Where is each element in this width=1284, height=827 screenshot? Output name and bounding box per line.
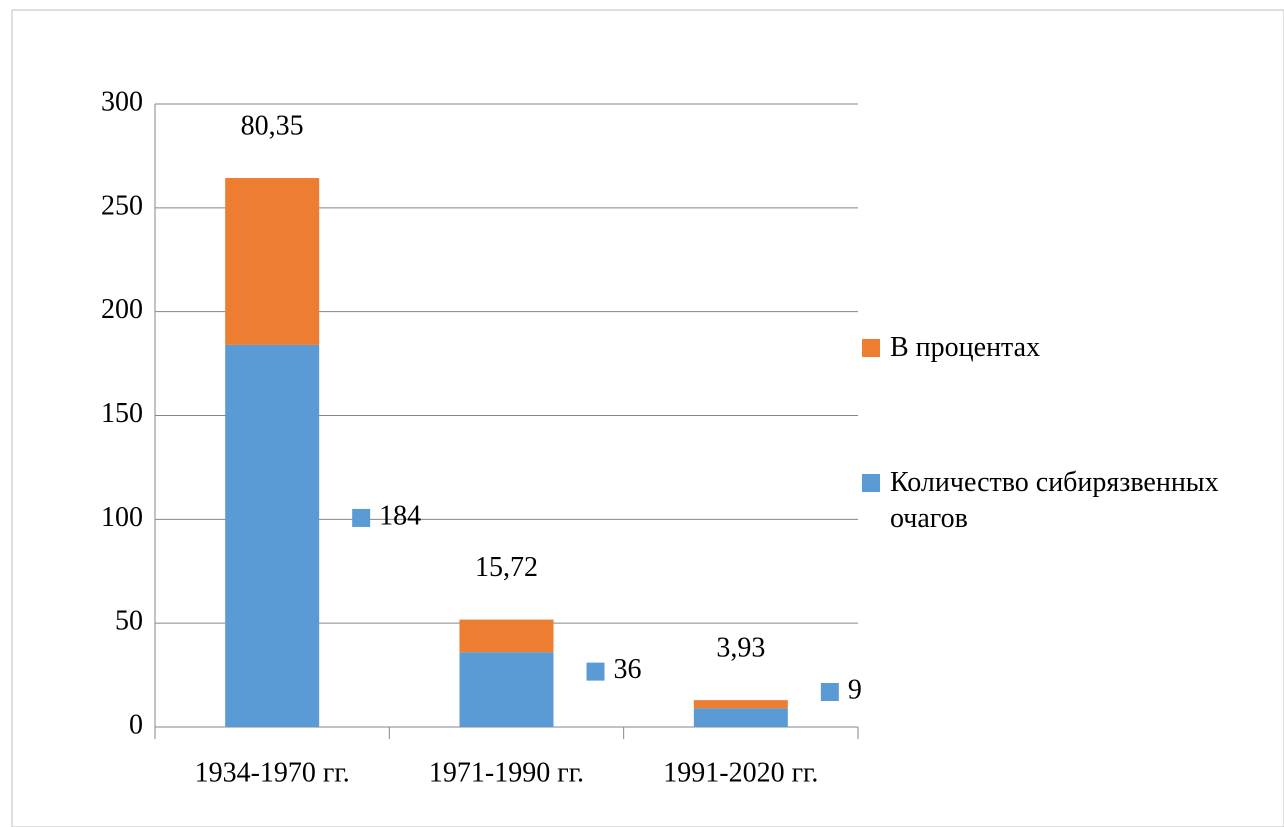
legend-key bbox=[862, 474, 880, 492]
y-tick-label: 50 bbox=[115, 606, 143, 637]
legend-label: Количество сибирязвенных очагов bbox=[890, 467, 1219, 534]
data-label: 3,93 bbox=[716, 633, 765, 664]
data-label: 9 bbox=[848, 674, 862, 705]
legend-item: Количество сибирязвенных очагов bbox=[862, 465, 1262, 537]
bar-segment bbox=[459, 619, 554, 653]
bar-segment bbox=[459, 652, 554, 727]
data-label-key bbox=[352, 508, 371, 527]
bar-segment bbox=[693, 700, 788, 709]
data-label: 15,72 bbox=[475, 552, 538, 583]
data-label-key bbox=[586, 662, 605, 681]
legend-key bbox=[862, 339, 880, 357]
bar-segment bbox=[225, 344, 320, 727]
y-tick-label: 200 bbox=[101, 294, 143, 325]
bar-segment bbox=[225, 178, 320, 345]
y-tick-label: 100 bbox=[101, 502, 143, 533]
data-label: 80,35 bbox=[241, 110, 304, 141]
x-tick-label: 1971-1990 гг. bbox=[429, 757, 584, 788]
bar-segment bbox=[693, 708, 788, 727]
legend-item: В процентах bbox=[862, 330, 1262, 366]
legend-label: В процентах bbox=[890, 332, 1041, 363]
y-tick-label: 0 bbox=[129, 709, 143, 740]
x-tick-label: 1934-1970 гг. bbox=[195, 757, 350, 788]
y-tick-label: 150 bbox=[101, 398, 143, 429]
chart-frame bbox=[11, 9, 1284, 827]
data-label: 184 bbox=[379, 500, 421, 531]
y-tick-label: 250 bbox=[101, 190, 143, 221]
data-label-key bbox=[820, 683, 839, 701]
data-label: 36 bbox=[614, 654, 642, 685]
x-tick-label: 1991-2020 гг. bbox=[663, 757, 818, 788]
y-tick-label: 300 bbox=[101, 86, 143, 117]
